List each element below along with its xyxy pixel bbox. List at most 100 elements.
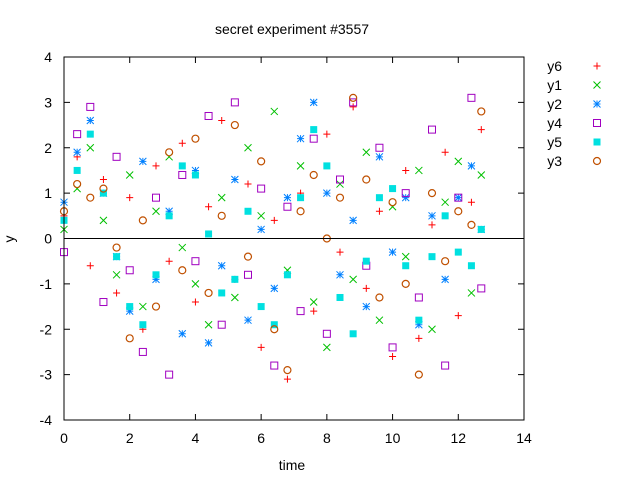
data-point-y5 xyxy=(126,303,134,311)
data-point-y5 xyxy=(415,316,423,324)
data-point-y5 xyxy=(467,262,475,270)
data-point-y6 xyxy=(402,166,410,174)
data-point-y2 xyxy=(125,307,134,315)
data-point-y3 xyxy=(112,243,121,252)
data-point-y3 xyxy=(388,198,397,207)
data-point-y1 xyxy=(178,243,187,252)
data-point-y2 xyxy=(388,248,397,256)
data-point-y6 xyxy=(152,162,160,170)
x-tick-label: 12 xyxy=(450,430,466,446)
data-point-y4 xyxy=(152,193,160,202)
data-point-y5 xyxy=(113,253,121,261)
data-point-y3 xyxy=(243,252,253,261)
data-point-y4 xyxy=(270,361,279,370)
data-point-y6 xyxy=(362,284,370,292)
data-point-y3 xyxy=(375,293,384,302)
data-point-y3 xyxy=(230,120,239,130)
data-point-y6 xyxy=(270,216,278,224)
data-point-y4 xyxy=(125,266,134,275)
legend-marker-y4 xyxy=(593,119,601,127)
data-point-y3 xyxy=(257,157,266,166)
data-point-y5 xyxy=(441,212,449,220)
data-point-y2 xyxy=(349,216,357,225)
data-point-y3 xyxy=(477,107,486,116)
data-point-y3 xyxy=(467,220,476,229)
data-point-y3 xyxy=(270,325,279,334)
data-point-y2 xyxy=(323,189,331,197)
data-point-y3 xyxy=(309,170,318,180)
data-point-y3 xyxy=(427,189,437,198)
y-tick-label: 1 xyxy=(44,185,52,201)
y-axis: -4 -3 -2 -1 0 1 2 3 4 xyxy=(40,49,524,428)
data-point-y2 xyxy=(309,98,318,107)
data-point-y5 xyxy=(389,185,397,193)
data-point-y4 xyxy=(322,329,331,338)
data-point-y2 xyxy=(86,116,95,125)
y-tick-label: 3 xyxy=(44,94,52,110)
data-point-y3 xyxy=(151,302,161,311)
data-point-y1 xyxy=(191,280,200,288)
data-point-y6 xyxy=(244,180,252,188)
data-point-y5 xyxy=(428,253,436,261)
data-point-y6 xyxy=(165,257,173,265)
data-point-y1 xyxy=(309,298,318,306)
data-point-y3 xyxy=(283,365,292,375)
data-point-y3 xyxy=(362,175,371,184)
data-point-y5 xyxy=(205,230,213,238)
data-point-y4 xyxy=(428,125,436,134)
data-point-y5 xyxy=(402,262,410,270)
data-point-y6 xyxy=(441,148,449,156)
data-point-y4 xyxy=(99,298,108,307)
data-point-y3 xyxy=(204,288,213,298)
data-point-y2 xyxy=(375,152,384,161)
data-point-y6 xyxy=(477,126,485,134)
data-point-y1 xyxy=(336,180,344,188)
data-point-y2 xyxy=(73,148,81,157)
data-point-y4 xyxy=(441,361,450,370)
data-point-y6 xyxy=(126,194,134,202)
data-point-y6 xyxy=(218,117,226,125)
legend-marker-y3 xyxy=(592,156,602,166)
data-point-y4 xyxy=(204,111,213,120)
x-tick-label: 4 xyxy=(192,430,200,446)
data-point-y5 xyxy=(191,171,199,179)
data-point-y1 xyxy=(349,275,357,284)
data-point-y3 xyxy=(165,148,174,157)
data-point-y4 xyxy=(138,347,147,356)
data-point-y4 xyxy=(217,320,226,329)
legend-label-y2: y2 xyxy=(547,96,562,112)
data-point-y3 xyxy=(335,193,345,202)
plot-area xyxy=(59,93,486,383)
chart-title: secret experiment #3557 xyxy=(215,21,369,37)
data-point-y1 xyxy=(441,198,449,207)
legend-marker-y6 xyxy=(593,62,601,70)
data-point-y2 xyxy=(257,225,265,234)
data-point-y4 xyxy=(414,293,423,302)
legend: y6 y1 y2 y4 y5 y3 xyxy=(547,58,602,169)
data-point-y5 xyxy=(477,225,485,233)
data-point-y6 xyxy=(191,298,199,306)
data-point-y5 xyxy=(218,289,226,297)
data-point-y6 xyxy=(86,262,94,270)
data-point-y3 xyxy=(441,257,450,266)
x-tick-label: 2 xyxy=(126,430,134,446)
data-point-y1 xyxy=(244,143,252,152)
data-point-y2 xyxy=(191,166,200,175)
data-point-y3 xyxy=(349,93,358,102)
x-axis-label: time xyxy=(279,457,306,473)
data-point-y6 xyxy=(310,307,318,315)
data-point-y4 xyxy=(86,102,95,111)
data-point-y4 xyxy=(165,370,174,379)
data-point-y1 xyxy=(257,211,265,220)
legend-label-y1: y1 xyxy=(547,77,562,93)
data-point-y3 xyxy=(99,184,108,193)
data-point-y4 xyxy=(230,98,239,107)
data-point-y6 xyxy=(283,375,291,383)
data-point-y2 xyxy=(362,302,371,311)
data-point-y5 xyxy=(152,271,160,279)
data-point-y6 xyxy=(428,221,436,229)
data-point-y3 xyxy=(217,211,226,220)
data-point-y6 xyxy=(205,203,213,211)
legend-label-y3: y3 xyxy=(547,153,562,169)
